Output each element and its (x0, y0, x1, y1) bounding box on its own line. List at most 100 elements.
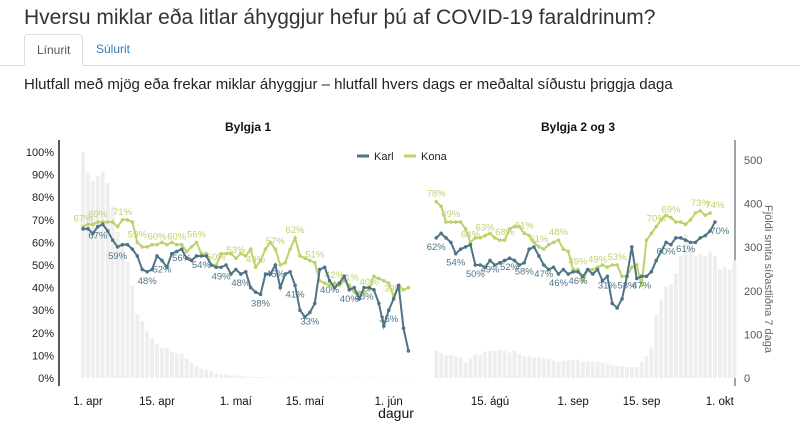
data-point-karl (337, 281, 342, 285)
case-bar (473, 354, 478, 378)
data-point-karl (253, 290, 258, 294)
data-point-kona (312, 260, 317, 265)
data-point-karl (209, 263, 214, 267)
case-bar (732, 260, 737, 378)
case-bar (507, 352, 512, 378)
data-point-karl (189, 258, 194, 263)
case-bar (120, 246, 125, 378)
tab-linurit[interactable]: Línurit (24, 34, 84, 66)
data-point-karl (283, 272, 288, 276)
data-point-karl (110, 238, 115, 242)
case-bar (150, 338, 154, 378)
data-label-karl: 58% (617, 280, 637, 291)
left-tick-label: 90% (32, 170, 54, 182)
case-bar (698, 253, 703, 378)
left-tick-label: 80% (32, 192, 54, 204)
case-bar (551, 360, 556, 378)
right-axis-title: Fjöldi smita síðastliðna 7 daga (762, 205, 774, 354)
data-point-kona (219, 251, 223, 256)
data-label-kona: 73% (691, 198, 711, 209)
data-point-kona (669, 215, 673, 220)
data-point-kona (377, 276, 381, 281)
x-tick-label: 1. okt (706, 396, 735, 408)
data-point-kona (551, 240, 556, 245)
data-point-kona (382, 279, 386, 283)
data-label-karl: 60% (657, 246, 677, 257)
data-point-karl (332, 285, 337, 290)
case-bar (199, 369, 204, 378)
case-bar (688, 247, 693, 378)
data-point-kona (273, 247, 278, 251)
data-point-kona (165, 242, 169, 247)
right-tick-label: 500 (744, 155, 762, 167)
data-point-karl (458, 247, 463, 251)
case-bar (458, 357, 463, 378)
data-point-karl (401, 326, 406, 331)
data-point-kona (110, 220, 115, 224)
case-bar (727, 269, 732, 378)
case-bar (561, 360, 566, 378)
data-point-kona (248, 247, 253, 251)
data-point-kona (507, 227, 512, 231)
data-point-karl (234, 267, 238, 272)
data-point-kona (556, 238, 561, 242)
data-label-karl: 61% (676, 244, 696, 255)
case-bar (566, 360, 571, 378)
data-point-karl (713, 220, 717, 224)
case-bar (248, 376, 253, 378)
data-label-karl: 46% (569, 276, 589, 287)
data-point-karl (362, 285, 366, 290)
data-point-kona (644, 238, 649, 242)
data-point-karl (239, 272, 243, 276)
data-point-karl (268, 272, 273, 276)
case-bar (703, 255, 708, 378)
data-label-karl: 35% (379, 314, 399, 325)
data-label-kona: 74% (705, 200, 725, 211)
case-bar (678, 255, 683, 378)
data-point-karl (541, 263, 546, 267)
case-bar (204, 370, 209, 378)
data-label-karl: 49% (480, 264, 500, 275)
data-point-karl (698, 236, 703, 240)
tab-sulurit[interactable]: Súlurit (96, 42, 131, 56)
data-point-karl (444, 236, 448, 240)
data-point-kona (683, 222, 688, 227)
data-point-karl (386, 308, 391, 313)
data-label-kona: 62% (286, 225, 306, 236)
data-label-karl: 54% (192, 260, 212, 271)
data-label-karl: 52% (152, 264, 172, 275)
case-bar (184, 358, 189, 378)
case-bar (130, 285, 135, 378)
x-tick-label: 15. sep (623, 396, 661, 408)
right-tick-label: 100 (744, 329, 762, 341)
case-bar (605, 364, 610, 378)
data-point-kona (327, 283, 332, 288)
data-point-kona (263, 247, 268, 251)
case-bar (219, 374, 224, 378)
data-point-kona (135, 240, 140, 245)
case-bar (110, 206, 115, 378)
data-point-karl (590, 272, 595, 276)
data-point-karl (155, 254, 159, 258)
right-tick-label: 400 (744, 199, 762, 211)
data-point-kona (639, 283, 644, 288)
data-point-kona (125, 218, 130, 222)
data-point-kona (512, 224, 517, 229)
case-bar (483, 351, 488, 378)
data-point-kona (488, 231, 492, 236)
case-bar (478, 354, 483, 378)
data-point-karl (649, 269, 654, 274)
data-point-karl (105, 229, 110, 233)
data-point-kona (91, 222, 95, 227)
data-point-karl (473, 263, 478, 267)
data-point-kona (478, 236, 483, 240)
data-point-kona (258, 258, 263, 263)
case-bar (571, 360, 576, 378)
data-label-karl: 70% (710, 226, 730, 237)
data-point-karl (595, 267, 600, 272)
data-point-karl (140, 267, 145, 272)
data-label-kona: 50% (207, 252, 227, 263)
data-point-karl (120, 242, 125, 247)
data-point-karl (610, 301, 615, 306)
left-tick-label: 10% (32, 350, 54, 362)
